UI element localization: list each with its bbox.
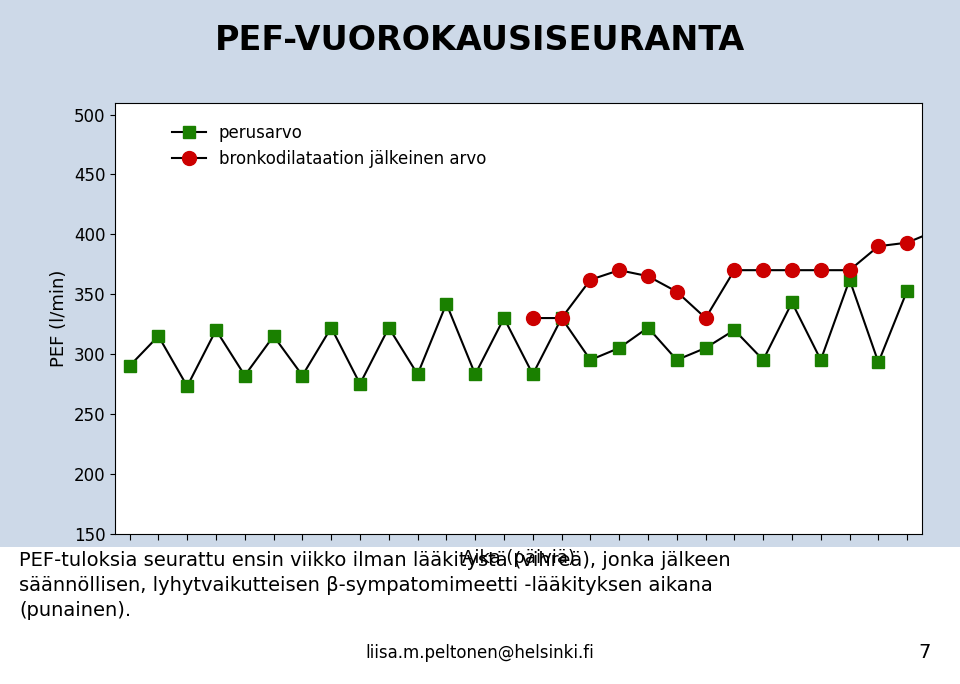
Line: perusarvo: perusarvo <box>124 274 913 392</box>
perusarvo <box>153 332 164 340</box>
perusarvo <box>297 371 308 380</box>
perusarvo <box>181 382 193 391</box>
perusarvo <box>556 314 567 322</box>
Y-axis label: PEF (l/min): PEF (l/min) <box>50 269 68 367</box>
perusarvo <box>469 370 481 378</box>
perusarvo <box>613 344 625 352</box>
perusarvo <box>815 356 827 364</box>
perusarvo <box>268 332 279 340</box>
Text: 7: 7 <box>919 643 931 662</box>
perusarvo <box>786 298 798 306</box>
perusarvo <box>585 356 596 364</box>
Text: PEF-tuloksia seurattu ensin viikko ilman lääkitystä (vihreä), jonka jälkeen
sään: PEF-tuloksia seurattu ensin viikko ilman… <box>19 551 731 620</box>
perusarvo <box>527 370 539 378</box>
bronkodilataation jälkeinen arvo <box>930 226 942 235</box>
perusarvo <box>700 344 711 352</box>
perusarvo <box>354 380 366 388</box>
perusarvo <box>412 370 423 378</box>
perusarvo <box>901 287 913 295</box>
bronkodilataation jälkeinen arvo <box>873 242 884 250</box>
perusarvo <box>441 300 452 308</box>
bronkodilataation jälkeinen arvo <box>729 266 740 274</box>
bronkodilataation jälkeinen arvo <box>613 266 625 274</box>
bronkodilataation jälkeinen arvo <box>786 266 798 274</box>
perusarvo <box>498 314 510 322</box>
perusarvo <box>844 276 855 284</box>
bronkodilataation jälkeinen arvo <box>815 266 827 274</box>
bronkodilataation jälkeinen arvo <box>901 239 913 247</box>
perusarvo <box>325 324 337 332</box>
Text: liisa.m.peltonen@helsinki.fi: liisa.m.peltonen@helsinki.fi <box>366 644 594 662</box>
bronkodilataation jälkeinen arvo <box>642 272 654 280</box>
bronkodilataation jälkeinen arvo <box>959 266 960 274</box>
bronkodilataation jälkeinen arvo <box>844 266 855 274</box>
Legend: perusarvo, bronkodilataation jälkeinen arvo: perusarvo, bronkodilataation jälkeinen a… <box>164 115 494 176</box>
perusarvo <box>642 324 654 332</box>
bronkodilataation jälkeinen arvo <box>671 288 683 296</box>
perusarvo <box>729 326 740 334</box>
perusarvo <box>671 356 683 364</box>
bronkodilataation jälkeinen arvo <box>757 266 769 274</box>
bronkodilataation jälkeinen arvo <box>585 276 596 284</box>
perusarvo <box>757 356 769 364</box>
perusarvo <box>239 371 251 380</box>
bronkodilataation jälkeinen arvo <box>700 314 711 322</box>
Line: bronkodilataation jälkeinen arvo: bronkodilataation jälkeinen arvo <box>526 224 960 325</box>
Text: PEF-VUOROKAUSISEURANTA: PEF-VUOROKAUSISEURANTA <box>215 24 745 57</box>
X-axis label: Aika (päiviä): Aika (päiviä) <box>462 549 575 568</box>
perusarvo <box>873 358 884 367</box>
bronkodilataation jälkeinen arvo <box>556 314 567 322</box>
perusarvo <box>383 324 395 332</box>
bronkodilataation jälkeinen arvo <box>527 314 539 322</box>
perusarvo <box>210 326 222 334</box>
perusarvo <box>124 362 135 370</box>
